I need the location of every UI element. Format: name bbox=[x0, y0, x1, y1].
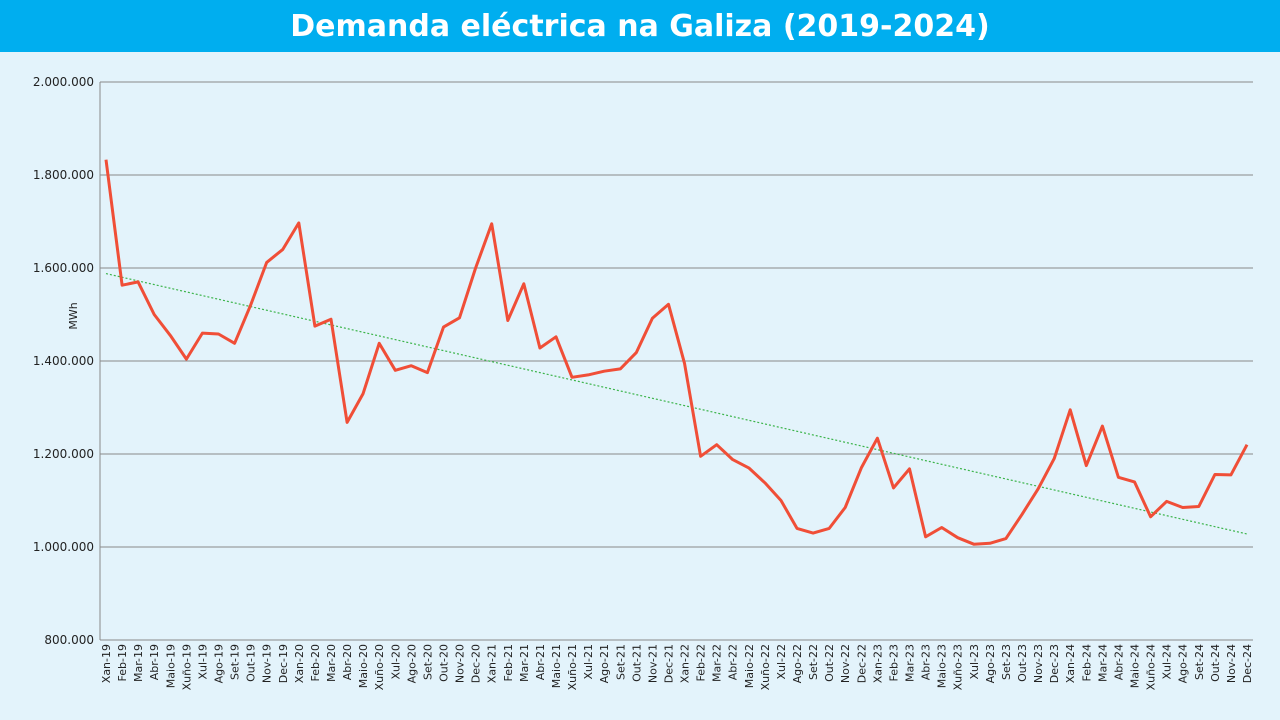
x-tick-label: Xan-20 bbox=[293, 644, 306, 683]
x-tick-label: Mar-23 bbox=[904, 644, 917, 682]
x-tick-label: Feb-22 bbox=[695, 644, 708, 681]
y-tick-label: 1.800.000 bbox=[33, 168, 94, 182]
x-tick-label: Ago-22 bbox=[791, 644, 804, 683]
x-tick-label: Dec-22 bbox=[855, 644, 868, 683]
x-tick-label: Set-20 bbox=[421, 644, 434, 680]
x-tick-label: Xan-23 bbox=[871, 644, 884, 683]
x-tick-label: Xan-22 bbox=[679, 644, 692, 683]
x-tick-label: Nov-20 bbox=[454, 644, 467, 683]
x-tick-label: Nov-19 bbox=[261, 644, 274, 683]
x-tick-label: Ago-23 bbox=[984, 644, 997, 683]
chart-title-bar: Demanda eléctrica na Galiza (2019-2024) bbox=[0, 0, 1280, 52]
series-layer bbox=[104, 159, 1249, 546]
x-tick-label: Dec-20 bbox=[470, 644, 483, 683]
y-axis-title: MWh bbox=[67, 302, 80, 329]
x-tick-label: Xuño-19 bbox=[180, 644, 193, 690]
x-tick-label: Nov-21 bbox=[646, 644, 659, 683]
trend-line bbox=[105, 272, 1248, 535]
x-tick-label: Abr-22 bbox=[727, 644, 740, 680]
x-tick-label: Nov-22 bbox=[839, 644, 852, 683]
x-tick-label: Dec-23 bbox=[1048, 644, 1061, 683]
x-tick-label: Set-23 bbox=[1000, 644, 1013, 680]
x-tick-label: Xul-23 bbox=[968, 644, 981, 680]
x-tick-labels: Xan-19 Feb-19 Mar-19 Abr-19 Maio-19 Xuño-19 Xu… bbox=[100, 644, 1254, 690]
x-tick-label: Xul-19 bbox=[196, 644, 209, 680]
x-tick-label: Set-21 bbox=[614, 644, 627, 680]
x-tick-label: Out-21 bbox=[630, 644, 643, 682]
x-tick-label: Maio-24 bbox=[1129, 644, 1142, 688]
x-tick-label: Dec-24 bbox=[1241, 644, 1254, 683]
x-tick-label: Xul-24 bbox=[1161, 644, 1174, 680]
grid-lines bbox=[100, 81, 1253, 641]
x-tick-label: Feb-24 bbox=[1080, 644, 1093, 681]
y-tick-label: 1.600.000 bbox=[33, 261, 94, 275]
x-tick-label: Xan-24 bbox=[1064, 644, 1077, 683]
x-tick-label: Xul-20 bbox=[389, 644, 402, 680]
x-tick-label: Out-22 bbox=[823, 644, 836, 682]
y-tick-label: 2.000.000 bbox=[33, 75, 94, 89]
x-tick-label: Xan-19 bbox=[100, 644, 113, 683]
chart-title: Demanda eléctrica na Galiza (2019-2024) bbox=[290, 8, 990, 44]
x-tick-label: Xuño-22 bbox=[759, 644, 772, 690]
x-tick-label: Feb-19 bbox=[116, 644, 129, 681]
x-tick-label: Xuño-20 bbox=[373, 644, 386, 690]
x-tick-label: Dec-21 bbox=[662, 644, 675, 683]
x-tick-label: Feb-20 bbox=[309, 644, 322, 681]
x-tick-label: Nov-23 bbox=[1032, 644, 1045, 683]
x-tick-label: Nov-24 bbox=[1225, 644, 1238, 683]
x-tick-label: Set-24 bbox=[1193, 644, 1206, 680]
x-tick-label: Out-19 bbox=[245, 644, 258, 682]
x-tick-label: Out-24 bbox=[1209, 644, 1222, 682]
x-tick-label: Xuño-24 bbox=[1145, 644, 1158, 690]
x-tick-label: Set-19 bbox=[229, 644, 242, 680]
x-tick-label: Maio-22 bbox=[743, 644, 756, 688]
y-tick-label: 800.000 bbox=[44, 633, 94, 647]
x-tick-label: Xuño-21 bbox=[566, 644, 579, 690]
x-tick-label: Abr-20 bbox=[341, 644, 354, 680]
x-tick-label: Feb-21 bbox=[502, 644, 515, 681]
x-tick-label: Dec-19 bbox=[277, 644, 290, 683]
y-tick-labels: 800.000 1.000.000 1.200.000 1.400.000 1.600.… bbox=[33, 75, 94, 647]
x-tick-label: Mar-22 bbox=[711, 644, 724, 682]
x-tick-label: Ago-19 bbox=[212, 644, 225, 683]
series-line bbox=[104, 159, 1249, 546]
x-tick-label: Feb-23 bbox=[887, 644, 900, 681]
x-tick-label: Mar-21 bbox=[518, 644, 531, 682]
x-tick-label: Abr-24 bbox=[1112, 644, 1125, 680]
x-tick-label: Maio-19 bbox=[164, 644, 177, 688]
x-tick-label: Mar-24 bbox=[1096, 644, 1109, 682]
x-tick-label: Maio-20 bbox=[357, 644, 370, 688]
x-tick-label: Ago-24 bbox=[1177, 644, 1190, 683]
x-tick-label: Out-23 bbox=[1016, 644, 1029, 682]
y-tick-label: 1.000.000 bbox=[33, 540, 94, 554]
trend-layer bbox=[105, 272, 1248, 535]
chart: 800.000 1.000.000 1.200.000 1.400.000 1.600.… bbox=[33, 75, 1254, 690]
x-tick-label: Set-22 bbox=[807, 644, 820, 680]
x-tick-label: Xul-21 bbox=[582, 644, 595, 680]
y-tick-label: 1.400.000 bbox=[33, 354, 94, 368]
x-tick-label: Mar-20 bbox=[325, 644, 338, 682]
x-tick-label: Mar-19 bbox=[132, 644, 145, 682]
x-tick-label: Abr-21 bbox=[534, 644, 547, 680]
x-tick-label: Maio-23 bbox=[936, 644, 949, 688]
x-tick-label: Abr-19 bbox=[148, 644, 161, 680]
x-tick-label: Abr-23 bbox=[920, 644, 933, 680]
x-tick-label: Xuño-23 bbox=[952, 644, 965, 690]
x-tick-label: Ago-21 bbox=[598, 644, 611, 683]
x-tick-label: Ago-20 bbox=[405, 644, 418, 683]
x-tick-label: Xul-22 bbox=[775, 644, 788, 680]
x-tick-label: Maio-21 bbox=[550, 644, 563, 688]
y-tick-label: 1.200.000 bbox=[33, 447, 94, 461]
x-tick-label: Xan-21 bbox=[486, 644, 499, 683]
x-tick-label: Out-20 bbox=[437, 644, 450, 682]
